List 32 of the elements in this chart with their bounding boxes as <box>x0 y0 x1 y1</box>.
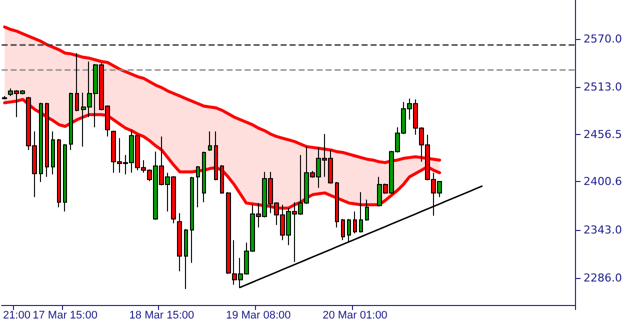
x-tick-label: 19 Mar 08:00 <box>226 310 291 322</box>
candlestick <box>196 165 200 208</box>
x-tick-label: 20 Mar 01:00 <box>322 310 388 322</box>
y-tick-label: 2286.0 <box>584 272 622 285</box>
candlestick <box>226 192 231 274</box>
candlestick <box>359 192 363 234</box>
x-tick-label: 18 Mar 15:00 <box>129 310 194 322</box>
y-tick-label: 2343.0 <box>584 224 622 237</box>
candlestick <box>69 92 73 150</box>
candlestick <box>353 210 357 234</box>
candlestick <box>63 144 67 212</box>
y-tick-label: 2400.6 <box>584 174 622 188</box>
candlestick <box>347 218 351 242</box>
x-tick-label: 17 Mar 15:00 <box>32 310 98 322</box>
candlestick <box>75 52 79 112</box>
candlestick <box>177 212 182 272</box>
y-tick-label: 2513.0 <box>584 80 622 94</box>
candlestick <box>190 176 194 264</box>
candlestick <box>220 164 224 194</box>
candlestick <box>184 228 188 290</box>
y-tick-label: 2456.5 <box>584 128 622 141</box>
candlestick <box>208 130 212 152</box>
candlestick <box>341 218 345 241</box>
candlestick <box>51 130 55 175</box>
candlestick <box>39 102 43 182</box>
candlestick <box>214 130 218 181</box>
candlestick <box>365 199 369 222</box>
candlestick <box>45 102 49 178</box>
x-tick-label: 21:00 <box>2 310 30 322</box>
candlestick <box>57 138 61 208</box>
candlestick <box>202 151 206 203</box>
y-tick-label: 2570.0 <box>584 32 622 46</box>
